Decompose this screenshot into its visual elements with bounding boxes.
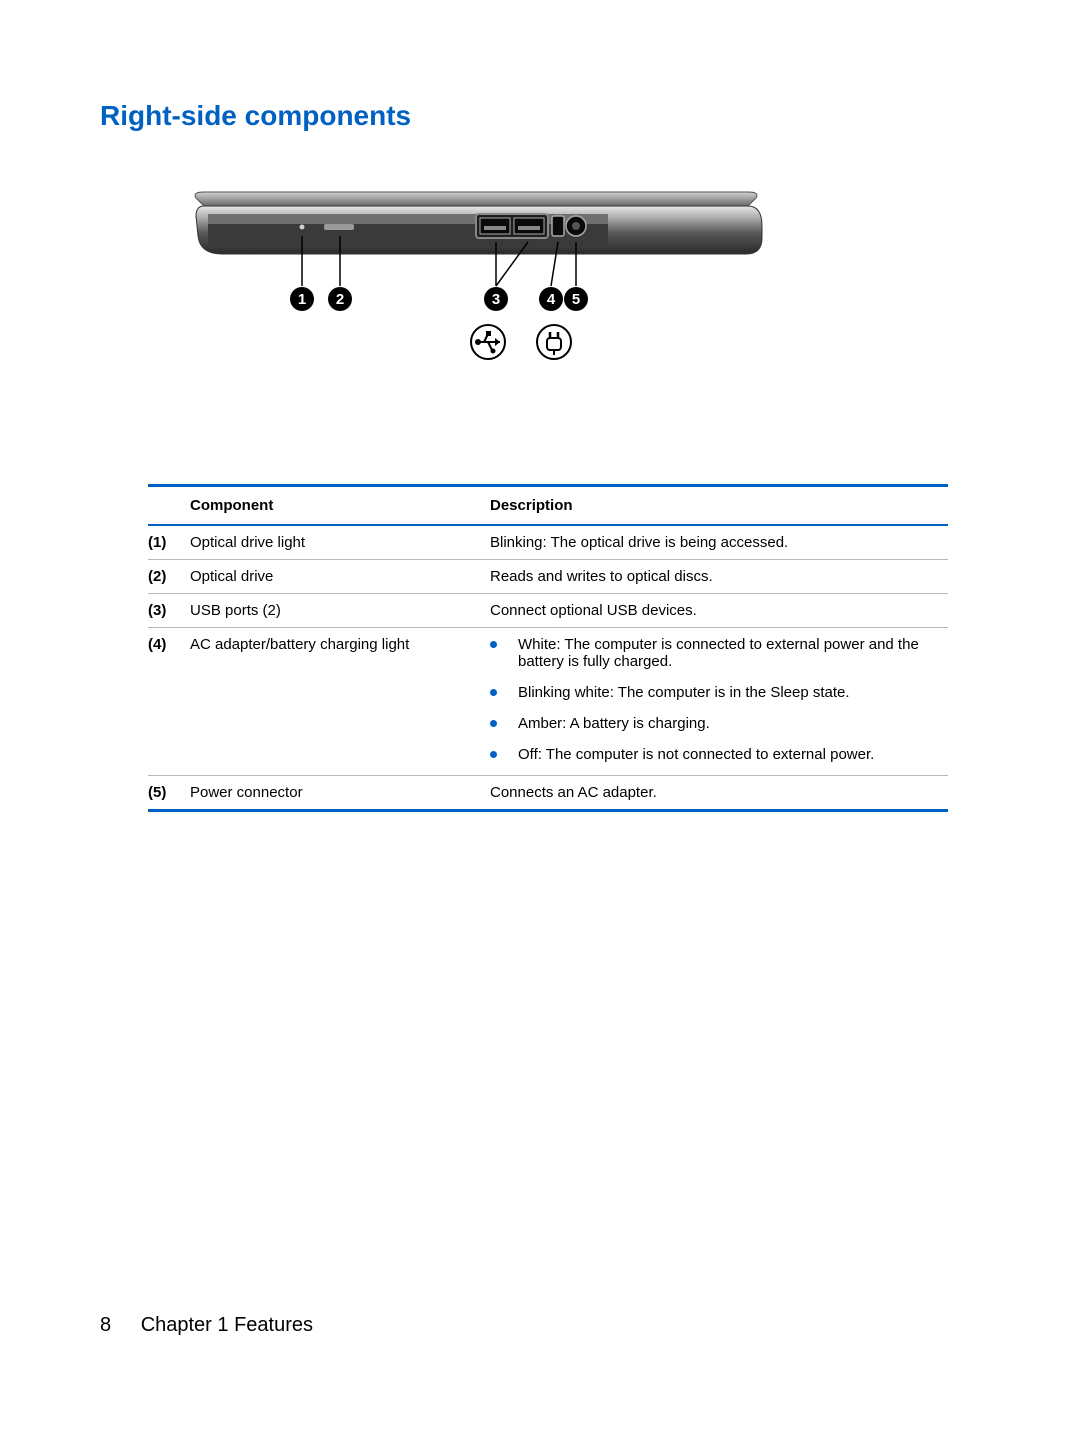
table-row: (3)USB ports (2)Connect optional USB dev… <box>148 594 948 628</box>
bullet-text: Off: The computer is not connected to ex… <box>518 746 874 763</box>
component-diagram: 1 2 3 4 5 <box>148 156 980 466</box>
row-component: USB ports (2) <box>190 594 490 628</box>
callout-5: 5 <box>564 287 588 311</box>
bullet-dot-icon <box>490 751 497 758</box>
header-description: Description <box>490 486 948 526</box>
bullet-item: White: The computer is connected to exte… <box>490 636 942 670</box>
page-footer: 8 Chapter 1 Features <box>100 1314 313 1337</box>
row-number: (4) <box>148 628 190 776</box>
table-row: (1)Optical drive lightBlinking: The opti… <box>148 525 948 560</box>
svg-text:5: 5 <box>572 291 580 308</box>
chapter-label: Chapter 1 Features <box>141 1314 313 1336</box>
row-description: Connect optional USB devices. <box>490 594 948 628</box>
section-heading: Right-side components <box>100 100 980 132</box>
row-description: Reads and writes to optical discs. <box>490 560 948 594</box>
table-row: (5)Power connectorConnects an AC adapter… <box>148 776 948 811</box>
row-number: (3) <box>148 594 190 628</box>
table-row: (2)Optical driveReads and writes to opti… <box>148 560 948 594</box>
callout-group: 1 2 3 4 5 <box>290 287 588 311</box>
bullet-dot-icon <box>490 720 497 727</box>
bullet-text: White: The computer is connected to exte… <box>518 636 919 670</box>
header-blank <box>148 486 190 526</box>
components-table: Component Description (1)Optical drive l… <box>148 484 948 812</box>
row-number: (5) <box>148 776 190 811</box>
usb-icon <box>471 325 505 359</box>
callout-2: 2 <box>328 287 352 311</box>
svg-text:4: 4 <box>547 291 556 308</box>
row-description: Blinking: The optical drive is being acc… <box>490 525 948 560</box>
row-description: Connects an AC adapter. <box>490 776 948 811</box>
callout-4: 4 <box>539 287 563 311</box>
row-component: Optical drive light <box>190 525 490 560</box>
row-component: Optical drive <box>190 560 490 594</box>
bullet-item: Blinking white: The computer is in the S… <box>490 684 942 701</box>
page-number: 8 <box>100 1314 111 1336</box>
bullet-item: Amber: A battery is charging. <box>490 715 942 732</box>
svg-text:3: 3 <box>492 291 500 308</box>
callout-3: 3 <box>484 287 508 311</box>
row-component: Power connector <box>190 776 490 811</box>
bullet-text: Blinking white: The computer is in the S… <box>518 684 850 701</box>
bullet-text: Amber: A battery is charging. <box>518 715 710 732</box>
svg-text:1: 1 <box>298 291 306 308</box>
bullet-dot-icon <box>490 641 497 648</box>
row-description: White: The computer is connected to exte… <box>490 628 948 776</box>
bullet-dot-icon <box>490 689 497 696</box>
row-number: (1) <box>148 525 190 560</box>
power-plug-icon <box>537 325 571 359</box>
row-component: AC adapter/battery charging light <box>190 628 490 776</box>
svg-text:2: 2 <box>336 291 344 308</box>
table-row: (4)AC adapter/battery charging light Whit… <box>148 628 948 776</box>
header-component: Component <box>190 486 490 526</box>
row-number: (2) <box>148 560 190 594</box>
callout-1: 1 <box>290 287 314 311</box>
bullet-item: Off: The computer is not connected to ex… <box>490 746 942 763</box>
